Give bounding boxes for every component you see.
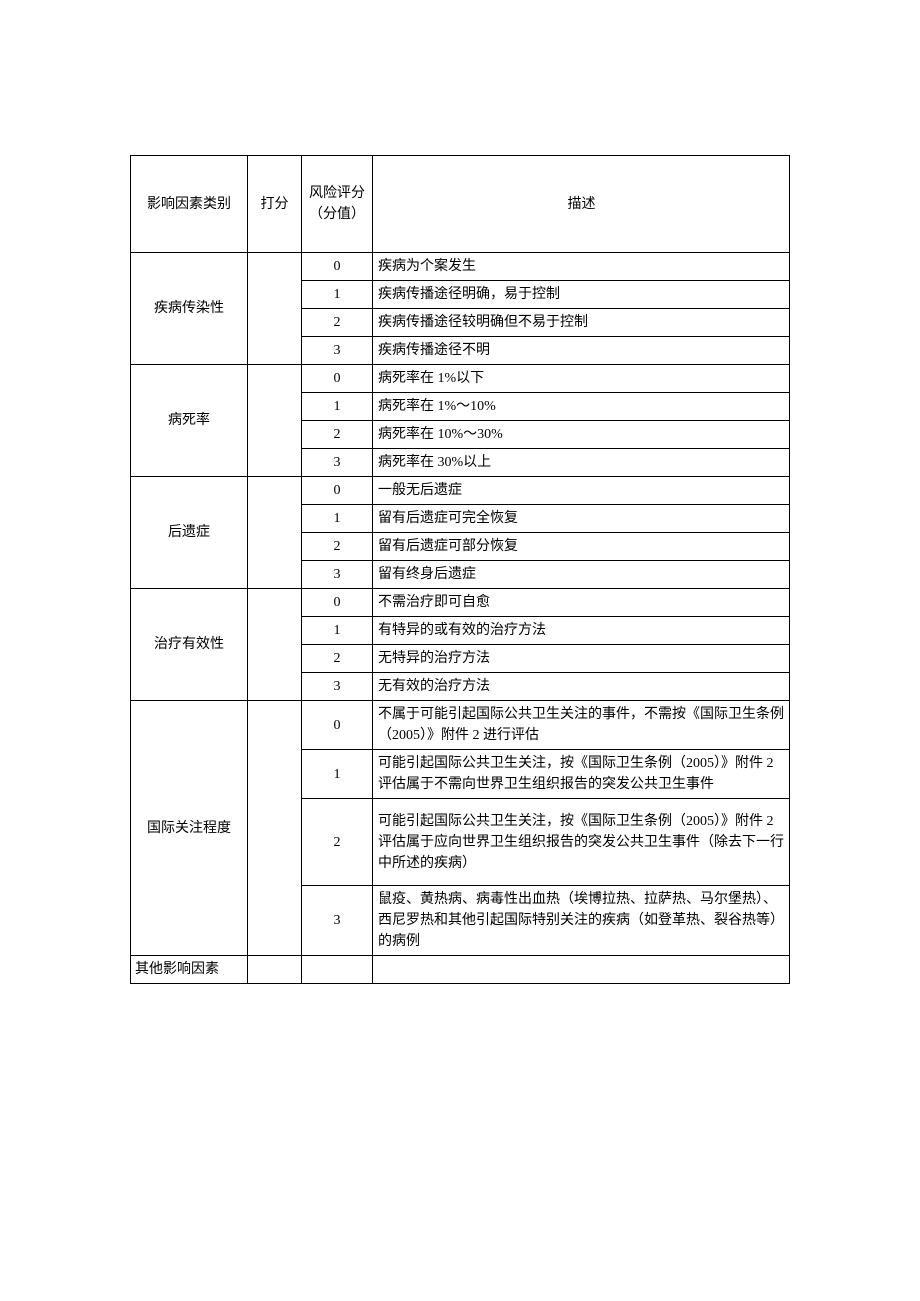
risk-value: 3 bbox=[302, 449, 373, 477]
risk-value: 0 bbox=[302, 701, 373, 750]
risk-value: 2 bbox=[302, 421, 373, 449]
risk-value: 0 bbox=[302, 589, 373, 617]
risk-value: 3 bbox=[302, 886, 373, 956]
risk-value: 3 bbox=[302, 561, 373, 589]
risk-value: 2 bbox=[302, 309, 373, 337]
risk-value: 3 bbox=[302, 337, 373, 365]
desc-cell: 一般无后遗症 bbox=[373, 477, 790, 505]
header-category: 影响因素类别 bbox=[131, 156, 248, 253]
desc-cell: 病死率在 1%以下 bbox=[373, 365, 790, 393]
desc-cell: 不属于可能引起国际公共卫生关注的事件，不需按《国际卫生条例（2005）》附件 2… bbox=[373, 701, 790, 750]
desc-cell: 可能引起国际公共卫生关注，按《国际卫生条例（2005）》附件 2 评估属于应向世… bbox=[373, 799, 790, 886]
header-risk: 风险评分（分值） bbox=[302, 156, 373, 253]
risk-value: 0 bbox=[302, 253, 373, 281]
risk-value: 1 bbox=[302, 393, 373, 421]
category-cell: 其他影响因素 bbox=[131, 956, 248, 984]
table-header-row: 影响因素类别 打分 风险评分（分值） 描述 bbox=[131, 156, 790, 253]
desc-cell: 病死率在 30%以上 bbox=[373, 449, 790, 477]
category-cell: 病死率 bbox=[131, 365, 248, 477]
desc-cell: 疾病传播途径不明 bbox=[373, 337, 790, 365]
risk-assessment-table: 影响因素类别 打分 风险评分（分值） 描述 疾病传染性 0 疾病为个案发生 1 … bbox=[130, 155, 790, 984]
table-row: 疾病传染性 0 疾病为个案发生 bbox=[131, 253, 790, 281]
score-cell bbox=[248, 956, 302, 984]
category-cell: 疾病传染性 bbox=[131, 253, 248, 365]
score-cell bbox=[248, 589, 302, 701]
category-cell: 后遗症 bbox=[131, 477, 248, 589]
table-row: 后遗症 0 一般无后遗症 bbox=[131, 477, 790, 505]
desc-cell: 疾病为个案发生 bbox=[373, 253, 790, 281]
desc-cell: 留有终身后遗症 bbox=[373, 561, 790, 589]
risk-value: 3 bbox=[302, 673, 373, 701]
risk-value: 2 bbox=[302, 645, 373, 673]
desc-cell bbox=[373, 956, 790, 984]
desc-cell: 有特异的或有效的治疗方法 bbox=[373, 617, 790, 645]
desc-cell: 留有后遗症可完全恢复 bbox=[373, 505, 790, 533]
category-cell: 治疗有效性 bbox=[131, 589, 248, 701]
desc-cell: 病死率在 10%～30% bbox=[373, 421, 790, 449]
table-row: 病死率 0 病死率在 1%以下 bbox=[131, 365, 790, 393]
desc-cell: 可能引起国际公共卫生关注，按《国际卫生条例（2005）》附件 2 评估属于不需向… bbox=[373, 750, 790, 799]
risk-value: 2 bbox=[302, 533, 373, 561]
header-score: 打分 bbox=[248, 156, 302, 253]
table-row: 其他影响因素 bbox=[131, 956, 790, 984]
risk-value: 0 bbox=[302, 365, 373, 393]
desc-cell: 疾病传播途径明确，易于控制 bbox=[373, 281, 790, 309]
risk-value bbox=[302, 956, 373, 984]
desc-cell: 疾病传播途径较明确但不易于控制 bbox=[373, 309, 790, 337]
score-cell bbox=[248, 365, 302, 477]
score-cell bbox=[248, 477, 302, 589]
risk-value: 1 bbox=[302, 617, 373, 645]
score-cell bbox=[248, 253, 302, 365]
risk-value: 1 bbox=[302, 281, 373, 309]
desc-cell: 无特异的治疗方法 bbox=[373, 645, 790, 673]
desc-cell: 留有后遗症可部分恢复 bbox=[373, 533, 790, 561]
table-row: 治疗有效性 0 不需治疗即可自愈 bbox=[131, 589, 790, 617]
desc-cell: 无有效的治疗方法 bbox=[373, 673, 790, 701]
risk-value: 2 bbox=[302, 799, 373, 886]
header-desc: 描述 bbox=[373, 156, 790, 253]
category-cell: 国际关注程度 bbox=[131, 701, 248, 956]
table-row: 国际关注程度 0 不属于可能引起国际公共卫生关注的事件，不需按《国际卫生条例（2… bbox=[131, 701, 790, 750]
risk-value: 0 bbox=[302, 477, 373, 505]
risk-value: 1 bbox=[302, 505, 373, 533]
risk-value: 1 bbox=[302, 750, 373, 799]
score-cell bbox=[248, 701, 302, 956]
desc-cell: 鼠疫、黄热病、病毒性出血热（埃博拉热、拉萨热、马尔堡热）、西尼罗热和其他引起国际… bbox=[373, 886, 790, 956]
desc-cell: 病死率在 1%～10% bbox=[373, 393, 790, 421]
desc-cell: 不需治疗即可自愈 bbox=[373, 589, 790, 617]
